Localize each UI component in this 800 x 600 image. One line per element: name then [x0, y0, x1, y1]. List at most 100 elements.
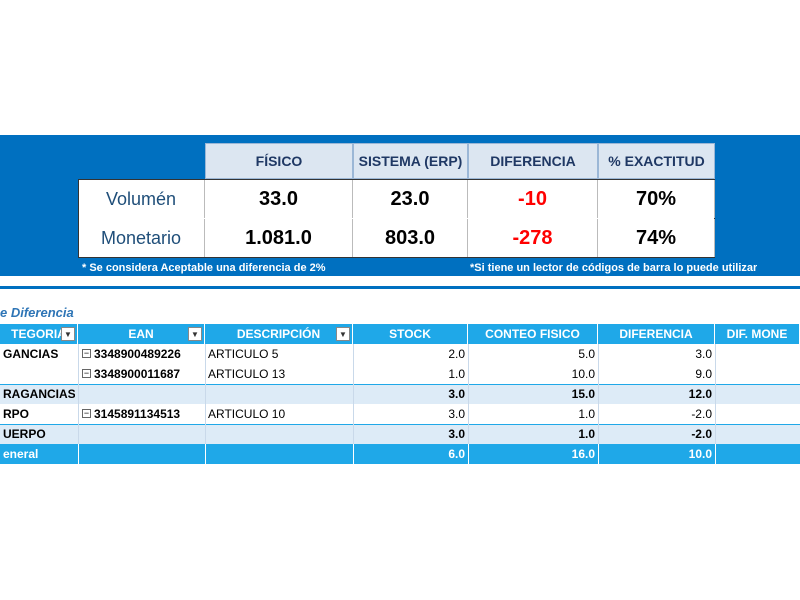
summary-value: 74%	[598, 219, 715, 257]
grid-line	[715, 384, 716, 404]
filter-button[interactable]: ▼	[188, 327, 202, 341]
pivot-cell: 3.0	[448, 427, 465, 441]
summary-value: 803.0	[353, 219, 468, 257]
grid-line	[205, 384, 206, 404]
filter-button[interactable]: ▼	[336, 327, 350, 341]
pivot-cell: ARTICULO 5	[208, 347, 279, 361]
pivot-cell: GANCIAS	[3, 347, 59, 361]
pivot-cell: 5.0	[578, 347, 595, 361]
pivot-cell: 10.0	[688, 447, 712, 461]
grid-line	[468, 444, 469, 464]
pivot-cell: RPO	[3, 407, 30, 421]
pivot-header: DESCRIPCIÓN	[205, 324, 353, 344]
pivot-row	[0, 364, 800, 384]
grid-line	[205, 424, 206, 444]
grid-line	[78, 444, 79, 464]
pivot-cell: ARTICULO 10	[208, 407, 286, 421]
grid-line	[598, 444, 599, 464]
pivot-cell: 3.0	[695, 347, 712, 361]
pivot-cell: 3.0	[448, 387, 465, 401]
pivot-cell: 16.0	[571, 447, 595, 461]
pivot-cell: eneral	[3, 447, 39, 461]
pivot-row	[0, 404, 800, 424]
summary-value: -10	[468, 180, 598, 218]
grid-line	[715, 404, 716, 424]
pivot-cell: 1.0	[448, 367, 465, 381]
grid-line	[78, 404, 79, 424]
pivot-header: TEGORIA	[0, 324, 78, 344]
summary-header: SISTEMA (ERP)	[353, 143, 468, 179]
pivot-cell: 1.0	[578, 427, 595, 441]
grid-line	[78, 364, 79, 384]
pivot-header: STOCK	[353, 324, 468, 344]
pivot-cell: -2.0	[691, 427, 712, 441]
pivot-cell: 3348900489226	[94, 347, 181, 361]
summary-row-label: Volumén	[78, 180, 205, 218]
grid-line	[353, 344, 354, 364]
grid-line	[205, 344, 206, 364]
grid-line	[78, 424, 79, 444]
summary-body	[78, 179, 715, 258]
summary-value: -278	[468, 219, 598, 257]
note: *Si tiene un lector de códigos de barra …	[470, 262, 758, 274]
pivot-cell: 10.0	[571, 367, 595, 381]
pivot-cell: 6.0	[448, 447, 465, 461]
grid-line	[205, 444, 206, 464]
pivot-cell: 3145891134513	[94, 407, 181, 421]
grid-line	[468, 364, 469, 384]
pivot-header: CONTEO FISICO	[468, 324, 598, 344]
pivot-cell: 1.0	[578, 407, 595, 421]
grid-line	[598, 424, 599, 444]
collapse-button[interactable]: −	[82, 349, 91, 358]
pivot-cell: 3.0	[448, 407, 465, 421]
pivot-cell: UERPO	[3, 427, 46, 441]
summary-row-label: Monetario	[78, 219, 205, 257]
pivot-header: DIFERENCIA	[598, 324, 715, 344]
summary-header: DIFERENCIA	[468, 143, 598, 179]
grid-line	[468, 384, 469, 404]
grid-line	[78, 384, 79, 404]
summary-header: % EXACTITUD	[598, 143, 715, 179]
grid-line	[468, 404, 469, 424]
grid-line	[715, 444, 716, 464]
pivot-cell: RAGANCIAS	[3, 387, 75, 401]
pivot-title: e Diferencia	[0, 305, 74, 320]
grid-line	[598, 404, 599, 424]
grid-line	[353, 404, 354, 424]
pivot-row	[0, 384, 800, 404]
pivot-header: EAN	[78, 324, 205, 344]
grid-line	[715, 364, 716, 384]
summary-value: 1.081.0	[205, 219, 353, 257]
pivot-cell: ARTICULO 13	[208, 367, 286, 381]
note: * Se considera Aceptable una diferencia …	[82, 262, 326, 274]
grid-line	[353, 384, 354, 404]
grid-line	[715, 424, 716, 444]
grid-line	[715, 344, 716, 364]
filter-button[interactable]: ▼	[61, 327, 75, 341]
summary-header: FÍSICO	[205, 143, 353, 179]
collapse-button[interactable]: −	[82, 409, 91, 418]
pivot-row	[0, 344, 800, 364]
pivot-cell: 12.0	[688, 387, 712, 401]
summary-value: 33.0	[205, 180, 353, 218]
pivot-row	[0, 424, 800, 444]
grid-line	[353, 424, 354, 444]
summary-value: 23.0	[353, 180, 468, 218]
grid-line	[598, 384, 599, 404]
collapse-button[interactable]: −	[82, 369, 91, 378]
grid-line	[353, 364, 354, 384]
pivot-cell: 9.0	[695, 367, 712, 381]
pivot-cell: 15.0	[571, 387, 595, 401]
grid-line	[353, 444, 354, 464]
grid-line	[78, 344, 79, 364]
pivot-header: DIF. MONE	[715, 324, 800, 344]
pivot-cell: -2.0	[691, 407, 712, 421]
grid-line	[205, 404, 206, 424]
divider	[0, 286, 800, 289]
pivot-cell: 3348900011687	[94, 367, 181, 381]
grid-line	[598, 364, 599, 384]
pivot-row	[0, 444, 800, 464]
grid-line	[598, 344, 599, 364]
grid-line	[468, 424, 469, 444]
